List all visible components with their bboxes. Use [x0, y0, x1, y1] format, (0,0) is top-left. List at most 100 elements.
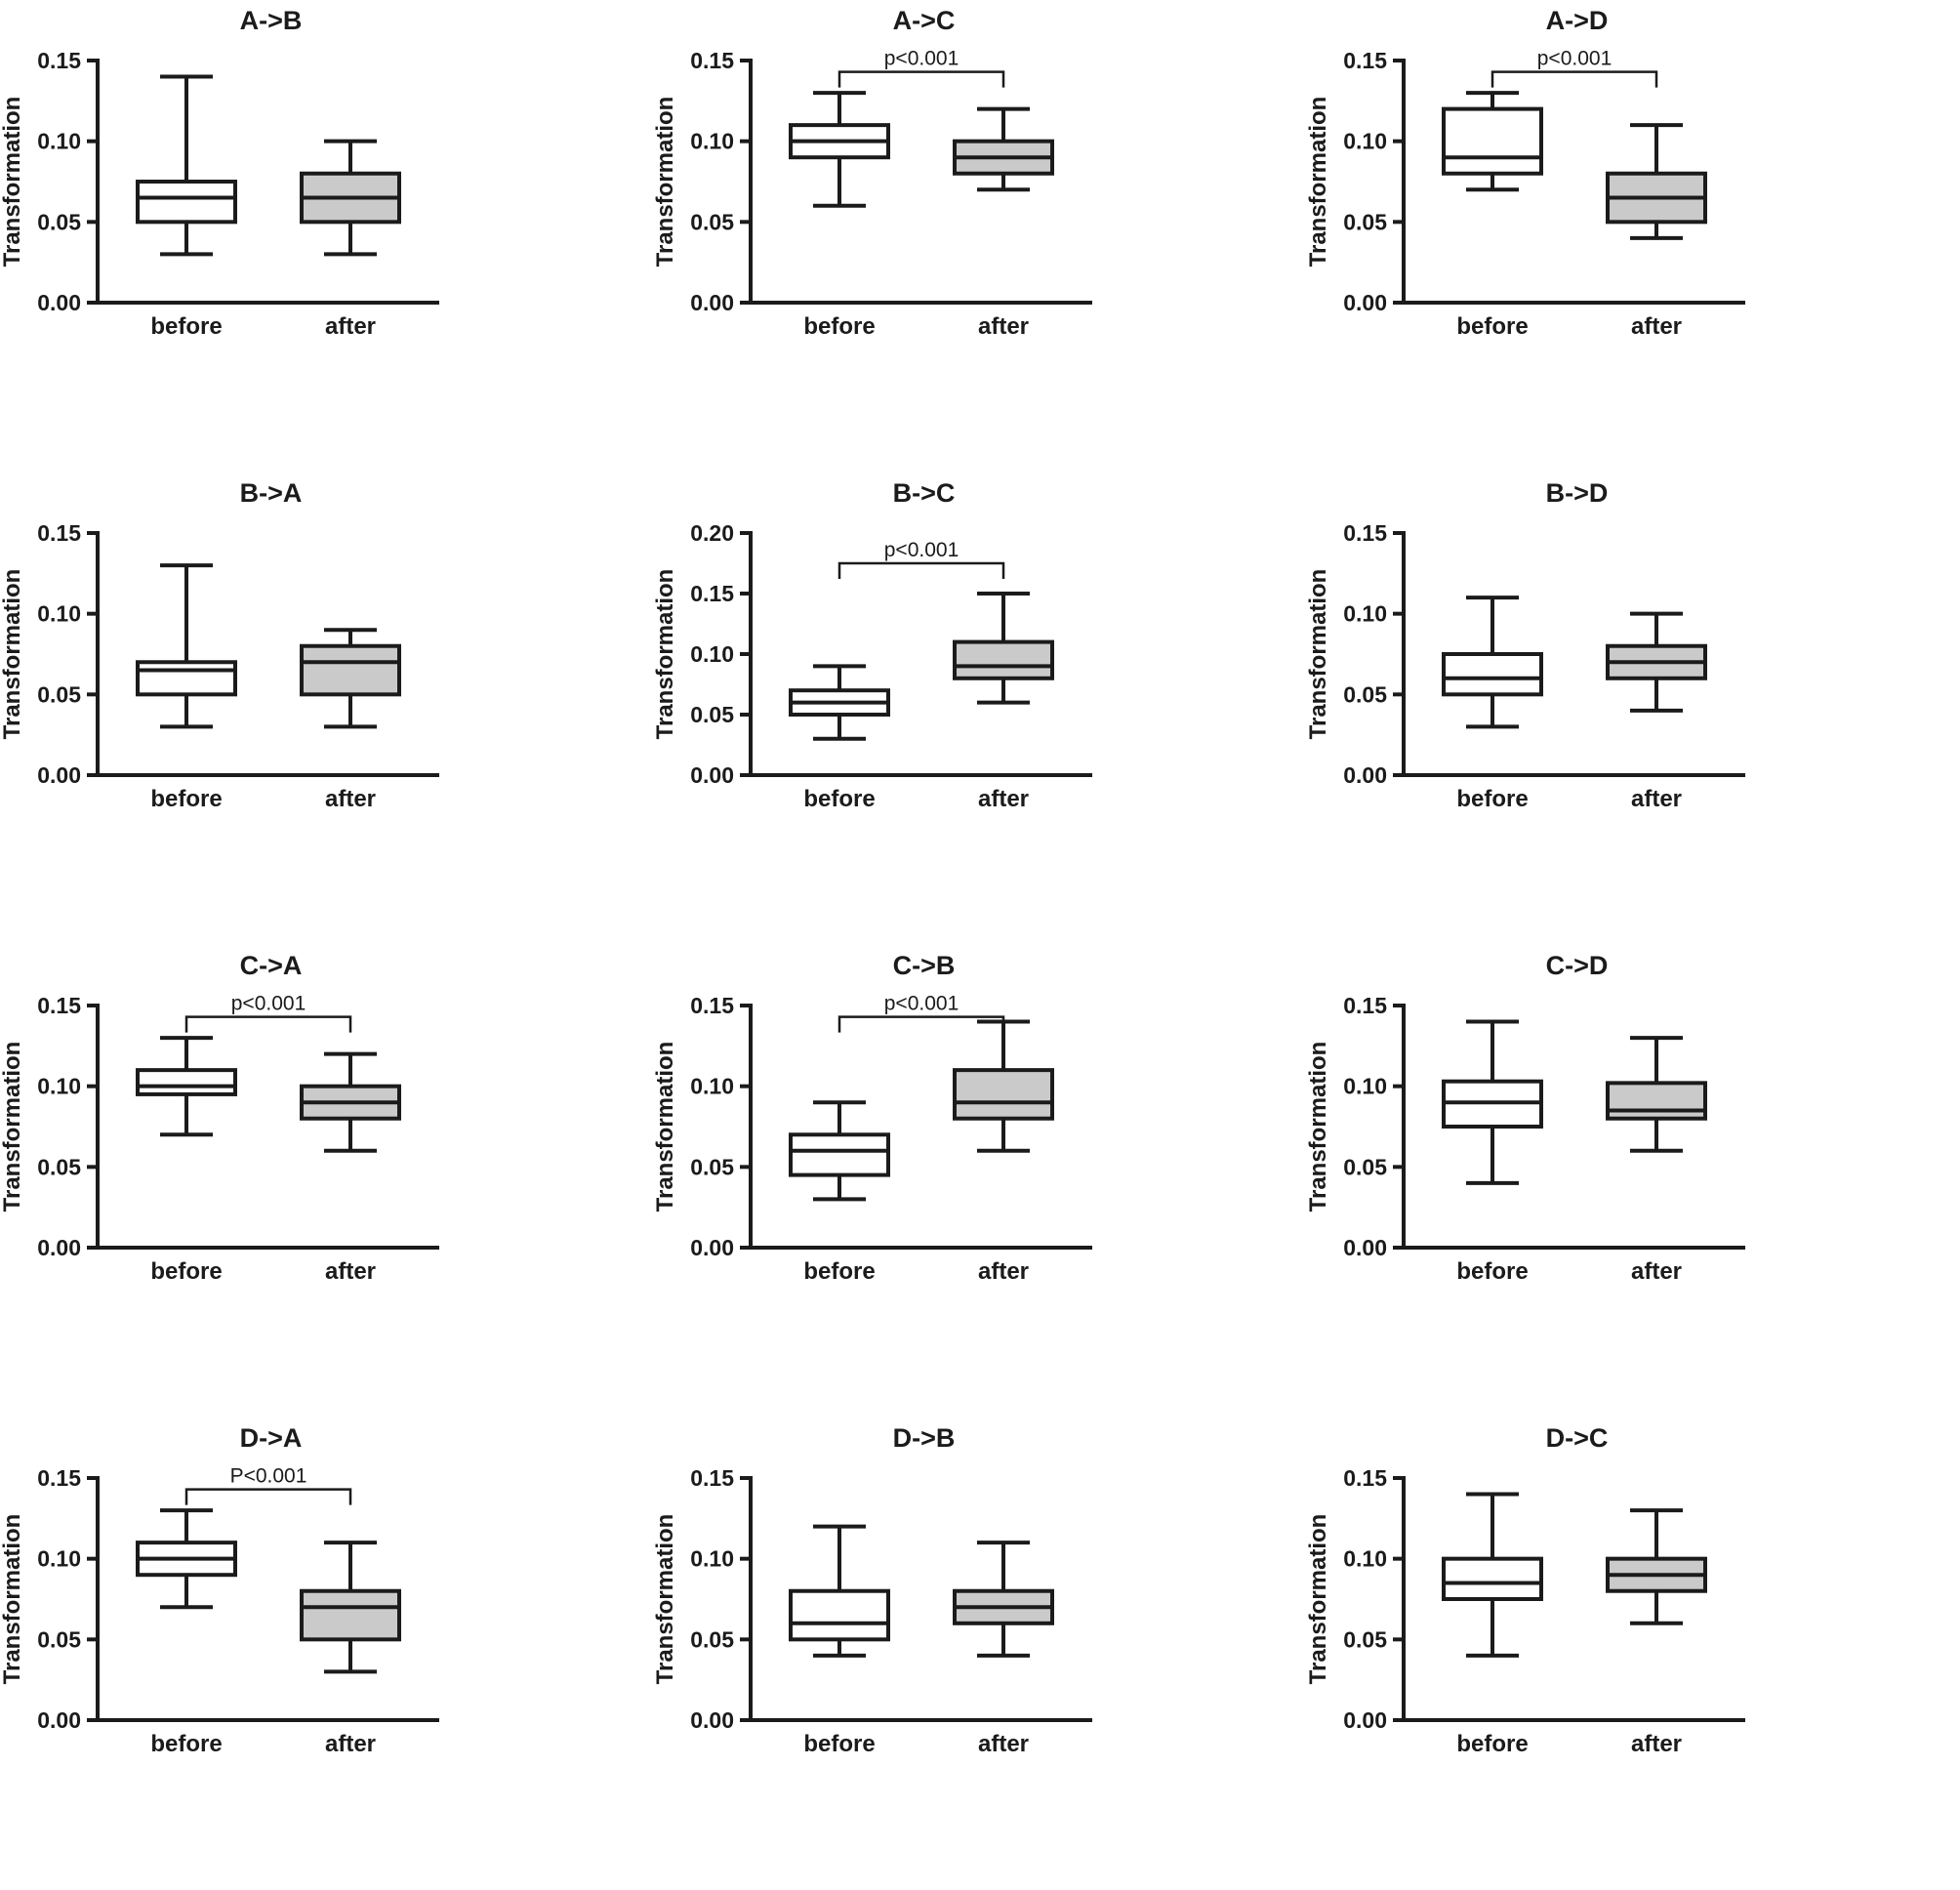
y-tick-label: 0.10 — [1343, 1074, 1387, 1099]
panel-title: D->A — [239, 1423, 303, 1453]
iqr-box — [953, 639, 1054, 680]
iqr-box — [300, 643, 401, 697]
significance-label: p<0.001 — [884, 993, 960, 1015]
boxplot-svg: 0.00 0.05 0.10 0.15 Transformation before afte… — [653, 993, 1092, 1285]
y-tick-label: 0.00 — [690, 1707, 734, 1733]
y-axis-title: Transformation — [1306, 1042, 1331, 1212]
y-tick-label: 0.10 — [690, 1546, 734, 1572]
y-tick-label: 0.05 — [1343, 1626, 1387, 1652]
panel-c-b: C->B 0.00 0.05 0.10 0.15 Transformation befor… — [653, 945, 1306, 1418]
box-after — [300, 1541, 401, 1674]
box-after — [300, 1051, 401, 1153]
y-axis-title: Transformation — [0, 569, 25, 740]
panel-title: D->C — [1545, 1423, 1609, 1453]
y-tick-label: 0.15 — [37, 993, 81, 1018]
y-tick-label: 0.05 — [690, 1154, 734, 1179]
y-tick-label: 0.00 — [690, 762, 734, 788]
box-before — [136, 1508, 237, 1610]
significance-label: p<0.001 — [884, 539, 960, 561]
box-before — [789, 1100, 890, 1202]
x-category-label: after — [325, 786, 376, 812]
x-category-label: after — [978, 1258, 1029, 1285]
box-before — [789, 91, 890, 208]
boxplot-svg: 0.00 0.05 0.10 0.15 Transformation before afte… — [653, 1465, 1092, 1757]
y-tick-label: 0.15 — [1343, 993, 1387, 1018]
boxplot-plot: 0.00 0.05 0.10 0.15 Transformation before afte… — [653, 1453, 1306, 1886]
x-category-label: before — [803, 786, 875, 812]
x-category-label: before — [150, 1731, 222, 1757]
y-axis-title: Transformation — [1306, 569, 1331, 740]
boxplot-svg: 0.00 0.05 0.10 0.15 Transformation before afte… — [0, 993, 439, 1285]
y-tick-label: 0.00 — [37, 1707, 81, 1733]
panel-title: B->C — [892, 478, 956, 508]
y-tick-label: 0.05 — [690, 209, 734, 234]
panel-c-d: C->D 0.00 0.05 0.10 0.15 Transformation befor… — [1306, 945, 1959, 1418]
significance-bracket — [184, 1015, 352, 1033]
significance-bracket — [837, 1015, 1005, 1033]
y-tick-label: 0.15 — [37, 48, 81, 73]
panel-d-a: D->A 0.00 0.05 0.10 0.15 Transformation befor… — [0, 1418, 653, 1890]
x-category-label: before — [1456, 1731, 1528, 1757]
y-tick-label: 0.05 — [1343, 1154, 1387, 1179]
y-tick-label: 0.05 — [690, 702, 734, 727]
box-before — [136, 74, 237, 257]
iqr-box — [1442, 106, 1543, 176]
y-axis-title: Transformation — [0, 97, 25, 267]
iqr-box — [1442, 1556, 1543, 1601]
x-category-label: after — [325, 1731, 376, 1757]
boxplot-plot: 0.00 0.05 0.10 0.15 Transformation before afte… — [0, 35, 653, 469]
significance-bracket — [837, 70, 1005, 88]
panel-b-a: B->A 0.00 0.05 0.10 0.15 Transformation befor… — [0, 472, 653, 945]
y-tick-label: 0.00 — [37, 1235, 81, 1260]
y-axis-title: Transformation — [653, 569, 678, 740]
boxplot-plot: 0.00 0.05 0.10 0.15 Transformation before afte… — [0, 1453, 653, 1886]
y-tick-label: 0.00 — [37, 762, 81, 788]
x-category-label: before — [150, 786, 222, 812]
box-before — [1442, 91, 1543, 192]
panel-d-c: D->C 0.00 0.05 0.10 0.15 Transformation befor… — [1306, 1418, 1959, 1890]
y-tick-label: 0.00 — [690, 290, 734, 315]
panel-a-d: A->D 0.00 0.05 0.10 0.15 Transformation befor… — [1306, 0, 1959, 472]
panel-a-b: A->B 0.00 0.05 0.10 0.15 Transformation befor… — [0, 0, 653, 472]
box-after — [953, 106, 1054, 192]
y-tick-label: 0.10 — [37, 129, 81, 154]
y-axis-title: Transformation — [653, 97, 678, 267]
significance-bracket — [837, 561, 1005, 579]
y-tick-label: 0.05 — [1343, 209, 1387, 234]
y-tick-label: 0.15 — [37, 520, 81, 546]
y-tick-label: 0.05 — [37, 1154, 81, 1179]
box-before — [136, 1036, 237, 1137]
y-axis-title: Transformation — [0, 1042, 25, 1212]
x-category-label: before — [150, 1258, 222, 1285]
y-tick-label: 0.10 — [37, 1074, 81, 1099]
panel-title: A->B — [239, 6, 303, 35]
iqr-box — [136, 660, 237, 697]
y-axis-title: Transformation — [653, 1514, 678, 1685]
panel-b-c: B->C 0.00 0.05 0.10 0.15 0.20 Transformation b… — [653, 472, 1306, 945]
y-tick-label: 0.00 — [1343, 1707, 1387, 1733]
boxplot-svg: 0.00 0.05 0.10 0.15 0.20 Transformation before… — [653, 520, 1092, 812]
y-tick-label: 0.10 — [37, 601, 81, 627]
box-after — [1606, 611, 1707, 713]
box-before — [136, 563, 237, 729]
box-after — [953, 1019, 1054, 1153]
x-category-label: after — [1631, 1731, 1682, 1757]
y-tick-label: 0.15 — [1343, 520, 1387, 546]
boxplot-plot: 0.00 0.05 0.10 0.15 Transformation before afte… — [0, 508, 653, 941]
iqr-box — [1442, 652, 1543, 697]
x-category-label: before — [1456, 1258, 1528, 1285]
y-tick-label: 0.10 — [690, 641, 734, 667]
boxplot-svg: 0.00 0.05 0.10 0.15 Transformation before afte… — [0, 48, 439, 340]
box-after — [1606, 123, 1707, 240]
boxplot-plot: 0.00 0.05 0.10 0.15 Transformation before afte… — [1306, 1453, 1959, 1886]
boxplot-plot: 0.00 0.05 0.10 0.15 Transformation before afte… — [1306, 980, 1959, 1414]
box-after — [1606, 1036, 1707, 1153]
panel-title: B->A — [239, 478, 303, 508]
boxplot-svg: 0.00 0.05 0.10 0.15 Transformation before afte… — [0, 1465, 439, 1757]
boxplot-svg: 0.00 0.05 0.10 0.15 Transformation before afte… — [1306, 48, 1745, 340]
y-tick-label: 0.05 — [1343, 681, 1387, 707]
significance-label: P<0.001 — [230, 1465, 307, 1488]
panel-title: C->D — [1545, 951, 1609, 980]
y-tick-label: 0.10 — [1343, 1546, 1387, 1572]
